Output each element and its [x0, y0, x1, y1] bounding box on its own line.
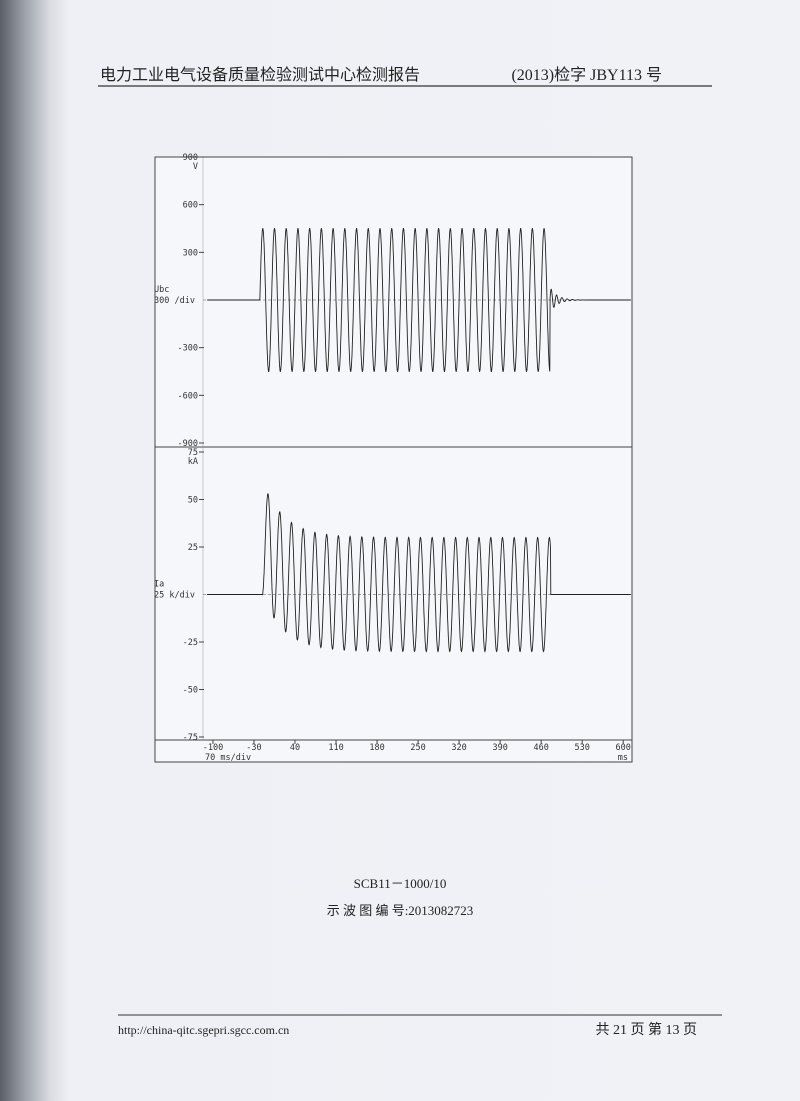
page-number: 共 21 页 第 13 页: [596, 1021, 698, 1038]
header-title: 电力工业电气设备质量检验测试中心检测报告: [100, 66, 420, 84]
y-tick-label: -600: [178, 391, 198, 401]
y-tick-label: 50: [188, 496, 198, 506]
signal-name: Ubc: [154, 285, 169, 295]
y-tick-label: -300: [178, 344, 198, 354]
y-tick-label: -900: [178, 439, 198, 449]
y-unit: V: [193, 162, 198, 172]
x-tick-label: 180: [369, 743, 384, 753]
waveform: [207, 493, 631, 653]
y-tick-label: 300: [183, 248, 198, 258]
scale-label: 300 /div: [154, 296, 195, 306]
waveform: [207, 228, 631, 372]
x-tick-label: 460: [533, 743, 548, 753]
x-tick-label: 390: [492, 743, 507, 753]
x-tick-label: 110: [328, 743, 343, 753]
signal-name: Ia: [154, 580, 164, 590]
y-tick-label: 25: [188, 543, 198, 553]
y-tick-label: 900: [183, 153, 198, 163]
caption-model: SCB11－1000/10: [354, 876, 447, 891]
x-tick-label: 40: [290, 743, 300, 753]
y-tick-label: -75: [183, 733, 198, 743]
footer-url: http://china-qitc.sgepri.sgcc.com.cn: [118, 1023, 289, 1037]
report-number: (2013)检字 JBY113 号: [511, 66, 662, 84]
x-tick-label: 530: [575, 743, 590, 753]
x-unit: ms: [618, 753, 628, 763]
x-tick-label: 320: [451, 743, 466, 753]
y-tick-label: -50: [183, 686, 198, 696]
y-tick-label: -25: [183, 638, 198, 648]
scale-label: 25 k/div: [154, 591, 195, 601]
y-tick-label: 75: [188, 448, 198, 458]
y-unit: kA: [188, 457, 198, 467]
x-scale-label: 70 ms/div: [205, 753, 251, 763]
x-tick-label: 600: [616, 743, 631, 753]
x-tick-label: -30: [246, 743, 261, 753]
x-tick-label: -100: [203, 743, 223, 753]
caption-number: 示 波 图 编 号:2013082723: [327, 903, 474, 918]
x-tick-label: 250: [410, 743, 425, 753]
y-tick-label: 600: [183, 201, 198, 211]
